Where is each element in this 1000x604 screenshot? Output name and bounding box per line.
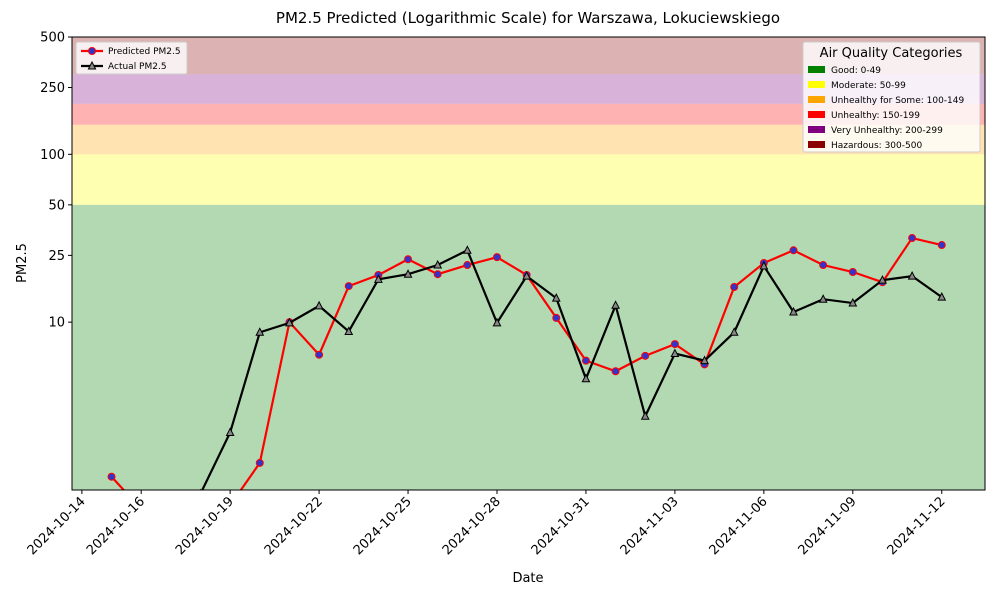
chart-title: PM2.5 Predicted (Logarithmic Scale) for …: [276, 9, 780, 27]
data-point: [641, 351, 650, 360]
category-swatch: [808, 96, 825, 103]
data-point: [789, 246, 798, 255]
data-point: [848, 297, 858, 307]
data-point: [522, 271, 532, 280]
category-swatch: [808, 126, 825, 133]
data-point: [848, 267, 857, 276]
legend-label: Predicted PM2.5: [108, 47, 181, 57]
category-label: Moderate: 50-99: [831, 81, 906, 91]
data-point: [403, 269, 413, 278]
data-point: [640, 411, 650, 420]
data-point: [462, 245, 472, 254]
data-point: [463, 261, 472, 270]
x-tick-label: 2024-10-28: [440, 494, 504, 558]
data-point: [373, 274, 383, 283]
category-swatch: [808, 111, 825, 118]
data-point: [314, 300, 324, 310]
data-point: [907, 271, 917, 280]
y-axis-label: PM2.5: [15, 243, 30, 283]
data-point: [611, 300, 621, 309]
legend-box: [75, 41, 188, 75]
data-point: [670, 348, 680, 358]
data-point: [344, 326, 354, 335]
category-swatch: [808, 66, 825, 73]
category-label: Hazardous: 300-500: [831, 141, 922, 151]
data-point: [199, 488, 202, 490]
data-point: [789, 306, 798, 316]
data-point: [759, 260, 769, 270]
data-point: [433, 270, 442, 279]
data-point: [819, 261, 828, 270]
data-point: [255, 327, 265, 336]
category-band: [72, 103, 985, 125]
data-point: [107, 472, 116, 481]
x-tick-label: 2024-10-19: [173, 494, 237, 558]
category-label: Good: 0-49: [831, 66, 881, 76]
data-point: [581, 373, 591, 383]
x-tick-label: 2024-11-03: [618, 494, 682, 558]
y-tick-label: 25: [48, 249, 65, 264]
x-tick-label: 2024-11-06: [707, 494, 771, 558]
legend-marker: [88, 47, 96, 55]
data-point: [225, 427, 235, 437]
data-point: [937, 241, 946, 250]
category-label: Very Unhealthy: 200-299: [831, 126, 943, 136]
x-tick-label: 2024-11-09: [796, 494, 860, 558]
legend-label: Actual PM2.5: [108, 62, 167, 72]
data-point: [433, 259, 443, 269]
data-point: [492, 253, 501, 262]
data-point: [404, 255, 413, 264]
data-point: [878, 275, 887, 284]
y-tick-label: 50: [48, 198, 65, 213]
data-point: [344, 282, 353, 291]
data-point: [611, 367, 620, 376]
x-tick-label: 2024-10-22: [262, 494, 326, 558]
data-point: [908, 234, 917, 243]
data-point: [937, 292, 947, 301]
series-line: [201, 248, 943, 490]
category-swatch: [808, 81, 825, 88]
x-tick-label: 2024-11-12: [885, 494, 949, 558]
y-tick-label: 500: [40, 31, 65, 46]
category-band: [72, 154, 985, 205]
data-point: [551, 293, 561, 302]
data-point: [729, 327, 739, 336]
y-tick-label: 250: [40, 81, 65, 96]
category-legend-title: Air Quality Categories: [820, 46, 963, 61]
y-tick-label: 10: [48, 316, 65, 331]
data-point: [700, 355, 709, 365]
data-point: [167, 512, 174, 519]
data-point: [492, 317, 502, 327]
x-tick-label: 2024-10-25: [351, 494, 415, 558]
x-tick-label: 2024-10-16: [84, 494, 148, 558]
plot-frame: [71, 36, 986, 491]
data-point: [255, 458, 264, 467]
category-label: Unhealthy: 150-199: [831, 111, 920, 121]
x-tick-label: 2024-10-31: [529, 494, 593, 558]
data-point: [818, 294, 828, 303]
legend-marker: [87, 60, 97, 70]
category-swatch: [808, 141, 825, 148]
data-point: [730, 282, 739, 291]
data-point: [670, 340, 679, 349]
category-label: Unhealthy for Some: 100-149: [831, 96, 964, 106]
category-legend-box: [802, 41, 981, 153]
data-point: [285, 317, 294, 327]
data-point: [552, 313, 561, 322]
y-tick-label: 100: [40, 148, 65, 163]
data-point: [315, 350, 324, 359]
x-tick-label: 2024-10-14: [25, 494, 89, 558]
data-point: [581, 356, 590, 365]
x-axis-label: Date: [512, 571, 543, 586]
